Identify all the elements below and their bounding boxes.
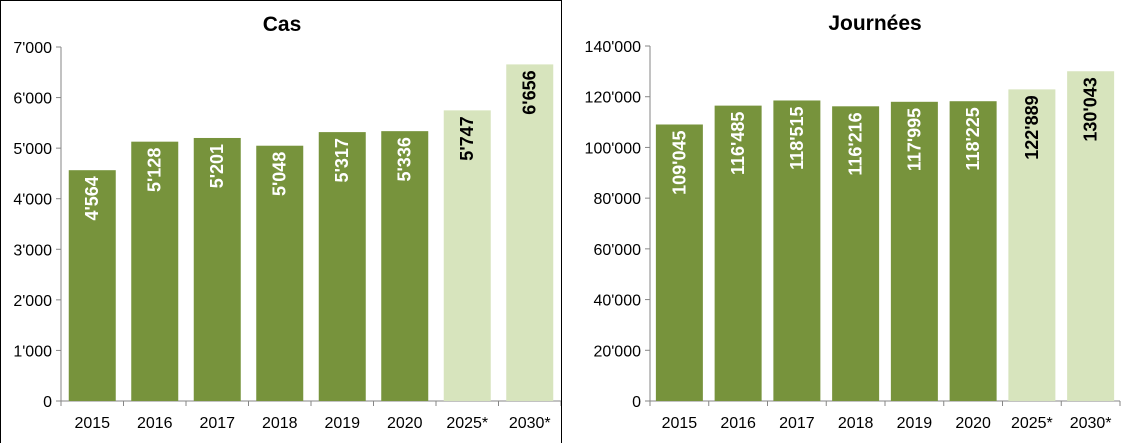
data-label: 122'889 (1022, 95, 1042, 159)
x-tick-label: 2019 (897, 415, 933, 432)
y-tick-label: 20'000 (593, 343, 641, 360)
bar (714, 105, 762, 401)
x-tick-label: 2016 (720, 415, 756, 432)
x-tick-label: 2019 (324, 415, 360, 432)
data-label: 118'515 (787, 106, 807, 169)
bar (773, 100, 821, 401)
y-tick-label: 120'000 (585, 90, 642, 107)
data-label: 117'995 (904, 108, 924, 171)
chart-title: Cas (263, 13, 302, 36)
y-tick-label: 7'000 (13, 40, 52, 57)
x-tick-label: 2017 (779, 415, 815, 432)
bar (832, 106, 880, 402)
data-label: 5'201 (207, 144, 227, 188)
chart-cas: Cas 0 1'000 2'000 3'000 4'000 5'000 6'000 7'000… (13, 13, 561, 432)
x-tick-label: 2030* (509, 415, 551, 432)
y-tick-label: 2'000 (13, 293, 52, 310)
chart-journees: Journées 0 20'000 40'000 60'000 80'000 100'00… (585, 12, 1121, 432)
data-label: 5'747 (457, 116, 477, 160)
y-tick-label: 0 (632, 394, 641, 411)
chart-title: Journées (828, 12, 921, 35)
y-tick-label: 4'000 (13, 192, 52, 209)
x-tick-label: 2016 (137, 415, 173, 432)
data-label: 130'043 (1081, 77, 1101, 141)
bar (1067, 71, 1115, 401)
chart-cas-panel: Cas 0 1'000 2'000 3'000 4'000 5'000 6'000 7'000… (0, 0, 562, 443)
data-label: 5'048 (270, 152, 290, 196)
y-tick-label: 40'000 (593, 293, 641, 310)
data-label: 116'216 (846, 112, 866, 175)
x-tick-label: 2015 (662, 415, 698, 432)
data-label: 5'317 (332, 138, 352, 182)
bar (443, 110, 491, 401)
y-tick-label: 100'000 (585, 140, 642, 157)
y-tick-label: 80'000 (593, 191, 641, 208)
y-tick-label: 1'000 (13, 343, 52, 360)
y-tick-label: 5'000 (13, 141, 52, 158)
x-tick-label: 2030* (1070, 415, 1112, 432)
data-label: 118'225 (963, 107, 983, 170)
y-tick-label: 6'000 (13, 91, 52, 108)
chart-journees-panel: Journées 0 20'000 40'000 60'000 80'000 100'00… (563, 0, 1124, 443)
data-label: 109'045 (669, 130, 689, 194)
bar (68, 170, 116, 401)
bar (655, 124, 703, 401)
data-label: 5'336 (395, 137, 415, 181)
bar (1008, 89, 1056, 401)
x-tick-label: 2020 (387, 415, 423, 432)
bar (381, 131, 429, 401)
bar (949, 101, 997, 401)
bar (506, 64, 554, 401)
y-tick-label: 140'000 (585, 39, 642, 56)
x-tick-label: 2018 (838, 415, 874, 432)
y-tick-label: 0 (43, 394, 52, 411)
data-label: 4'564 (82, 176, 102, 220)
bar (131, 141, 179, 401)
x-tick-label: 2015 (74, 415, 110, 432)
x-tick-label: 2025* (446, 415, 488, 432)
x-tick-label: 2017 (199, 415, 235, 432)
bar (890, 101, 938, 401)
x-tick-label: 2020 (955, 415, 991, 432)
x-tick-label: 2025* (1011, 415, 1053, 432)
data-label: 116'485 (728, 112, 748, 175)
x-tick-label: 2018 (262, 415, 298, 432)
data-label: 5'128 (145, 148, 165, 192)
bar (318, 132, 366, 402)
bar (193, 137, 241, 401)
y-tick-label: 60'000 (593, 242, 641, 259)
y-tick-label: 3'000 (13, 242, 52, 259)
data-label: 6'656 (520, 70, 540, 114)
bar (256, 145, 304, 401)
